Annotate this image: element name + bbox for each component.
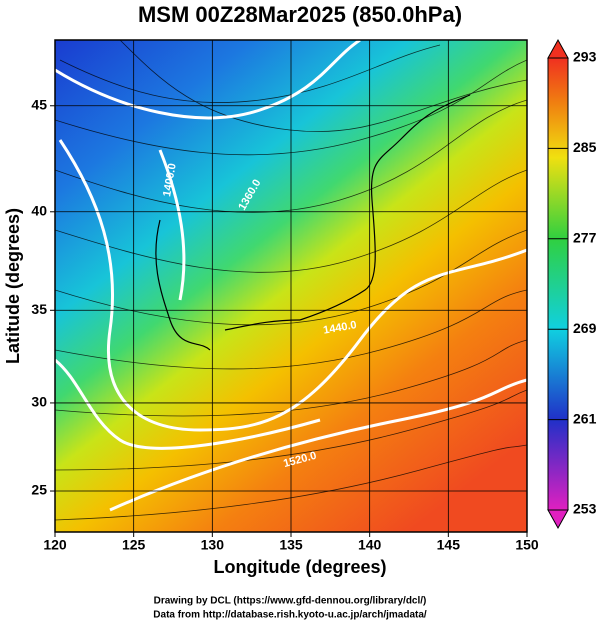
y-tick-label: 40 xyxy=(31,202,47,218)
colorbar-tick-label: 261 xyxy=(573,410,597,426)
footer-credit: Data from http://database.rish.kyoto-u.a… xyxy=(153,610,427,621)
colorbar-tick-label: 293 xyxy=(573,49,597,65)
coastlines xyxy=(155,94,471,351)
x-tick-label: 130 xyxy=(201,537,225,553)
colorbar-tick-label: 269 xyxy=(573,320,597,336)
title: MSM 00Z28Mar2025 (850.0hPa) xyxy=(138,2,462,27)
colorbar-tick-label: 285 xyxy=(573,139,597,155)
colorbar xyxy=(547,57,569,511)
colorbar-min-arrow xyxy=(547,509,569,530)
y-tick-label: 45 xyxy=(31,96,47,112)
x-axis-label: Longitude (degrees) xyxy=(213,557,386,577)
x-tick-label: 135 xyxy=(279,537,303,553)
x-tick-label: 120 xyxy=(43,537,67,553)
footer-credit: Drawing by DCL (https://www.gfd-dennou.o… xyxy=(154,596,427,607)
y-tick-label: 35 xyxy=(31,301,47,317)
x-tick-label: 140 xyxy=(358,537,382,553)
colorbar-max-arrow xyxy=(547,38,569,59)
y-axis-label: Latitude (degrees) xyxy=(3,208,23,364)
y-tick-label: 30 xyxy=(31,394,47,410)
contour-label: 1440.0 xyxy=(322,319,357,337)
x-tick-label: 125 xyxy=(122,537,146,553)
colorbar-tick-label: 253 xyxy=(573,501,597,517)
contour-label: 1400.0 xyxy=(161,162,179,197)
x-tick-label: 150 xyxy=(515,537,539,553)
y-tick-label: 25 xyxy=(31,482,47,498)
streamlines xyxy=(55,40,527,521)
contours xyxy=(55,40,527,512)
x-tick-label: 145 xyxy=(437,537,461,553)
colorbar-tick-label: 277 xyxy=(573,230,597,246)
